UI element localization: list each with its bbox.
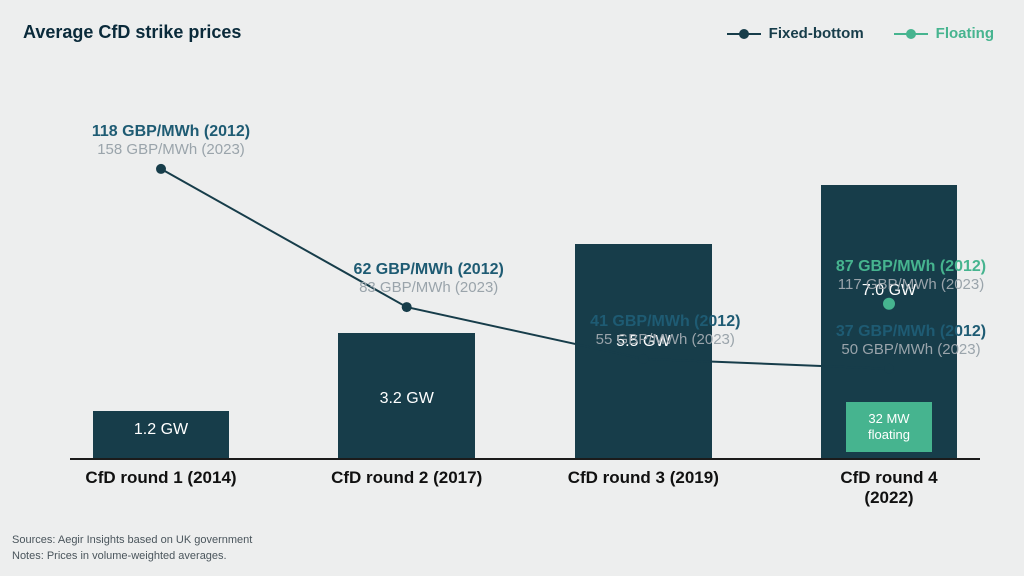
price-2012: 62 GBP/MWh (2012) bbox=[354, 261, 504, 279]
price-2012: 37 GBP/MWh (2012) bbox=[836, 323, 986, 341]
price-label-fixed: 37 GBP/MWh (2012) 50 GBP/MWh (2023) bbox=[836, 323, 986, 358]
price-2023: 55 GBP/MWh (2023) bbox=[590, 331, 740, 348]
price-2012: 87 GBP/MWh (2012) bbox=[836, 258, 986, 276]
x-axis-label: CfD round 1 (2014) bbox=[85, 468, 236, 488]
source-line: Sources: Aegir Insights based on UK gove… bbox=[12, 533, 252, 548]
fixed-bottom-marker bbox=[638, 354, 648, 364]
legend-item-fixed: Fixed-bottom bbox=[727, 25, 864, 42]
price-2023: 158 GBP/MWh (2023) bbox=[92, 141, 250, 158]
price-2023: 83 GBP/MWh (2023) bbox=[354, 279, 504, 296]
chart-title: Average CfD strike prices bbox=[23, 22, 241, 43]
notes-line: Notes: Prices in volume-weighted average… bbox=[12, 549, 252, 564]
x-axis-label: CfD round 2 (2017) bbox=[331, 468, 482, 488]
legend-label-fixed: Fixed-bottom bbox=[769, 25, 864, 42]
price-2023: 117 GBP/MWh (2023) bbox=[836, 276, 986, 293]
floating-marker bbox=[883, 298, 895, 310]
source-notes: Sources: Aegir Insights based on UK gove… bbox=[12, 533, 252, 564]
fixed-bottom-line bbox=[161, 169, 889, 369]
x-axis-label: CfD round 3 (2019) bbox=[568, 468, 719, 488]
legend-line-fixed bbox=[727, 33, 761, 35]
x-axis bbox=[70, 458, 980, 460]
legend-line-floating bbox=[894, 33, 928, 35]
fixed-bottom-marker bbox=[884, 364, 894, 374]
fixed-bottom-marker bbox=[402, 302, 412, 312]
price-2012: 118 GBP/MWh (2012) bbox=[92, 123, 250, 141]
price-label-fixed: 62 GBP/MWh (2012) 83 GBP/MWh (2023) bbox=[354, 261, 504, 296]
x-axis-label: CfD round 4 (2022) bbox=[822, 468, 957, 508]
legend-label-floating: Floating bbox=[936, 25, 994, 42]
fixed-bottom-marker bbox=[156, 164, 166, 174]
legend: Fixed-bottom Floating bbox=[727, 25, 994, 42]
price-label-fixed: 41 GBP/MWh (2012) 55 GBP/MWh (2023) bbox=[590, 313, 740, 348]
price-2012: 41 GBP/MWh (2012) bbox=[590, 313, 740, 331]
price-2023: 50 GBP/MWh (2023) bbox=[836, 341, 986, 358]
legend-item-floating: Floating bbox=[894, 25, 994, 42]
price-label-floating: 87 GBP/MWh (2012) 117 GBP/MWh (2023) bbox=[836, 258, 986, 293]
price-label-fixed: 118 GBP/MWh (2012) 158 GBP/MWh (2023) bbox=[92, 123, 250, 158]
